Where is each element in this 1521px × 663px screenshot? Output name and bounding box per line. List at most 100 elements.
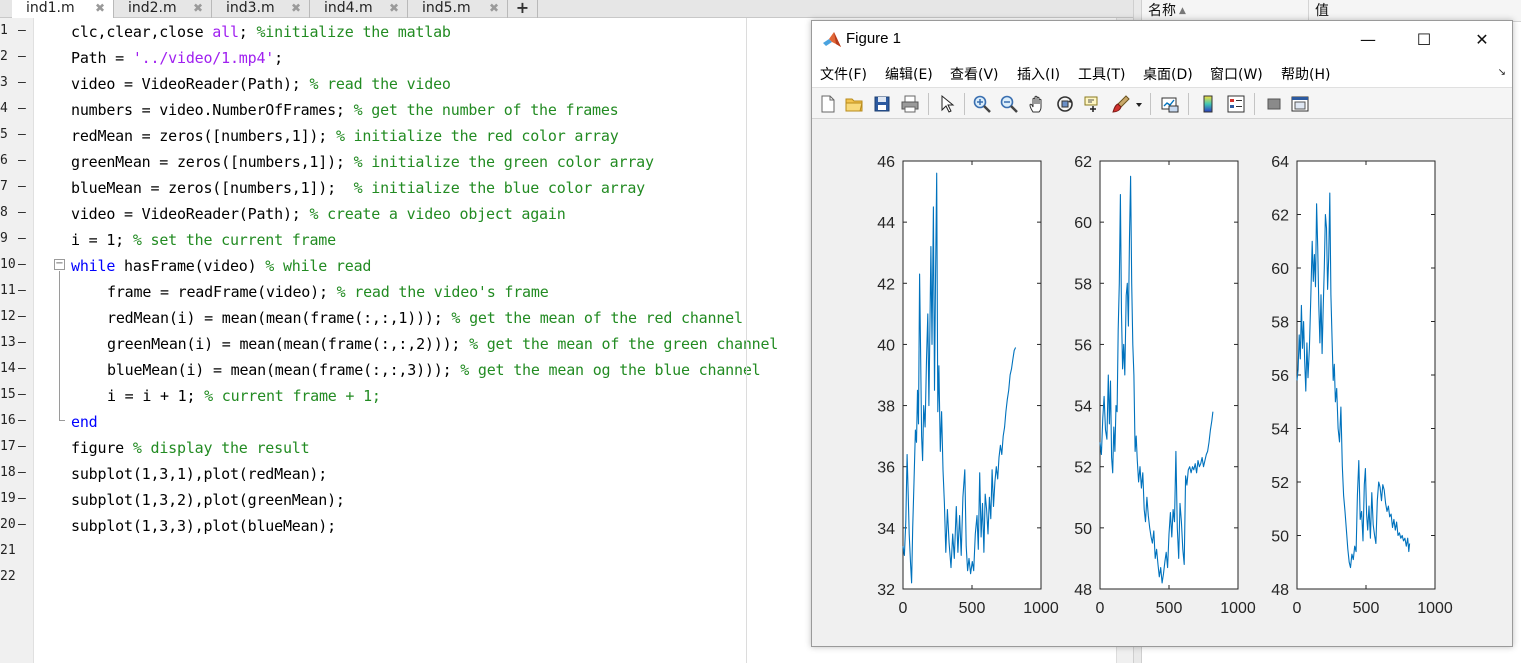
legend-icon[interactable] — [1226, 94, 1246, 114]
tab-ind5[interactable]: ind5.m ✖ — [408, 0, 508, 18]
subplot-redMean[interactable]: 32 34 36 38 40 42 44 46 0 500 1000 — [877, 154, 1059, 617]
fold-toggle-icon[interactable]: − — [54, 258, 65, 270]
code-token: % get the mean of the red channel — [451, 309, 743, 327]
menu-file[interactable]: 文件(F) — [820, 67, 867, 83]
workspace-column-value[interactable]: 值 — [1309, 0, 1521, 22]
tab-close-icon[interactable]: ✖ — [388, 1, 399, 15]
zoom-in-icon[interactable] — [972, 94, 992, 114]
code-line[interactable]: video = VideoReader(Path); % create a vi… — [71, 204, 566, 224]
tab-ind3[interactable]: ind3.m ✖ — [212, 0, 310, 18]
code-line[interactable]: Path = '../video/1.mp4'; — [71, 48, 283, 68]
code-line[interactable]: redMean(i) = mean(mean(frame(:,:,1))); %… — [107, 308, 743, 328]
code-line[interactable]: end — [71, 412, 98, 432]
data-cursor-icon[interactable] — [1083, 94, 1103, 114]
menu-view[interactable]: 查看(V) — [950, 67, 999, 83]
breakpoint-marker[interactable]: — — [18, 205, 26, 220]
hide-plot-tools-icon[interactable] — [1264, 94, 1284, 114]
code-line[interactable]: clc,clear,close all; %initialize the mat… — [71, 22, 451, 42]
code-token: end — [71, 413, 98, 431]
tab-close-icon[interactable]: ✖ — [94, 1, 105, 15]
zoom-out-icon[interactable] — [999, 94, 1019, 114]
menu-window[interactable]: 窗口(W) — [1210, 67, 1263, 83]
code-line[interactable]: greenMean(i) = mean(mean(frame(:,:,2)));… — [107, 334, 778, 354]
code-line[interactable]: subplot(1,3,3),plot(blueMean); — [71, 516, 336, 536]
line-number: 14— — [0, 361, 30, 376]
subplot-greenMean[interactable]: 48 50 52 54 56 58 60 62 0 500 1000 — [1074, 154, 1256, 617]
new-figure-icon[interactable] — [818, 94, 838, 114]
line-number: 12— — [0, 309, 30, 324]
code-token: redMean(i) = mean(mean(frame(:,:,1))); — [107, 309, 452, 327]
breakpoint-marker[interactable]: — — [18, 153, 26, 168]
menu-desktop[interactable]: 桌面(D) — [1143, 67, 1193, 83]
menu-insert[interactable]: 插入(I) — [1017, 67, 1061, 83]
pan-icon[interactable] — [1027, 94, 1047, 114]
save-icon[interactable] — [872, 94, 892, 114]
breakpoint-marker[interactable]: — — [18, 387, 26, 402]
breakpoint-marker[interactable]: — — [18, 127, 26, 142]
tab-ind2[interactable]: ind2.m ✖ — [114, 0, 212, 18]
maximize-button[interactable]: ☐ — [1416, 30, 1432, 49]
breakpoint-marker[interactable]: — — [18, 179, 26, 194]
code-token: video = VideoReader(Path); — [71, 75, 310, 93]
show-plot-tools-icon[interactable] — [1290, 94, 1310, 114]
line-number: 21 — [0, 543, 30, 558]
code-line[interactable]: video = VideoReader(Path); % read the vi… — [71, 74, 451, 94]
workspace-column-name[interactable]: 名称 ▲ — [1142, 0, 1309, 22]
series-line-greenMean[interactable] — [1099, 175, 1214, 584]
close-button[interactable]: ✕ — [1475, 30, 1489, 49]
link-plot-icon[interactable] — [1160, 94, 1180, 114]
code-line[interactable]: while hasFrame(video) % while read — [71, 256, 371, 276]
code-line[interactable]: blueMean(i) = mean(mean(frame(:,:,3))); … — [107, 360, 761, 380]
code-line[interactable]: frame = readFrame(video); % read the vid… — [107, 282, 549, 302]
breakpoint-marker[interactable]: — — [18, 257, 26, 272]
add-tab-button[interactable]: + — [508, 0, 538, 18]
code-line[interactable]: i = 1; % set the current frame — [71, 230, 336, 250]
breakpoint-marker[interactable]: — — [18, 49, 26, 64]
tab-ind4[interactable]: ind4.m ✖ — [310, 0, 408, 18]
series-line-blueMean[interactable] — [1296, 192, 1411, 569]
breakpoint-marker[interactable]: — — [18, 23, 26, 38]
tab-close-icon[interactable]: ✖ — [290, 1, 301, 15]
breakpoint-marker[interactable]: — — [18, 101, 26, 116]
breakpoint-marker[interactable]: — — [18, 283, 26, 298]
breakpoint-marker[interactable]: — — [18, 75, 26, 90]
breakpoint-marker[interactable]: — — [18, 309, 26, 324]
breakpoint-marker[interactable]: — — [18, 465, 26, 480]
breakpoint-marker[interactable]: — — [18, 517, 26, 532]
code-line[interactable]: greenMean = zeros([numbers,1]); % initia… — [71, 152, 654, 172]
breakpoint-marker[interactable]: — — [18, 335, 26, 350]
series-line-redMean[interactable] — [902, 172, 1017, 584]
menu-tools[interactable]: 工具(T) — [1078, 67, 1126, 83]
open-file-icon[interactable] — [844, 94, 864, 114]
menu-dock-arrow-icon[interactable]: ↘ — [1497, 67, 1506, 78]
minimize-button[interactable]: — — [1360, 30, 1376, 49]
tab-ind1[interactable]: ind1.m ✖ — [12, 0, 114, 19]
breakpoint-marker[interactable]: — — [18, 231, 26, 246]
subplot-blueMean[interactable]: 48 50 52 54 56 58 60 62 64 0 500 1000 — [1271, 154, 1453, 617]
brush-icon[interactable] — [1111, 94, 1131, 114]
y-tick-label: 54 — [1074, 399, 1092, 416]
breakpoint-marker[interactable]: — — [18, 413, 26, 428]
breakpoint-marker[interactable]: — — [18, 361, 26, 376]
code-line[interactable]: i = i + 1; % current frame + 1; — [107, 386, 381, 406]
brush-dropdown-icon[interactable] — [1134, 94, 1144, 114]
code-line[interactable]: redMean = zeros([numbers,1]); % initiali… — [71, 126, 619, 146]
code-line[interactable]: numbers = video.NumberOfFrames; % get th… — [71, 100, 619, 120]
code-line[interactable]: figure % display the result — [71, 438, 310, 458]
breakpoint-marker[interactable]: — — [18, 439, 26, 454]
code-line[interactable]: subplot(1,3,1),plot(redMean); — [71, 464, 327, 484]
y-tick-label: 48 — [1271, 582, 1289, 599]
tab-close-icon[interactable]: ✖ — [192, 1, 203, 15]
figure-titlebar[interactable]: Figure 1 — ☐ ✕ — [812, 21, 1512, 59]
rotate-3d-icon[interactable] — [1055, 94, 1075, 114]
code-line[interactable]: subplot(1,3,2),plot(greenMean); — [71, 490, 345, 510]
menu-help[interactable]: 帮助(H) — [1281, 67, 1331, 83]
breakpoint-marker[interactable]: — — [18, 491, 26, 506]
colorbar-icon[interactable] — [1198, 94, 1218, 114]
code-line[interactable]: blueMean = zeros([numbers,1]); % initial… — [71, 178, 645, 198]
y-tick-label: 36 — [877, 460, 895, 477]
pointer-icon[interactable] — [936, 94, 956, 114]
menu-edit[interactable]: 编辑(E) — [885, 67, 933, 83]
tab-close-icon[interactable]: ✖ — [488, 1, 499, 15]
print-icon[interactable] — [900, 94, 920, 114]
